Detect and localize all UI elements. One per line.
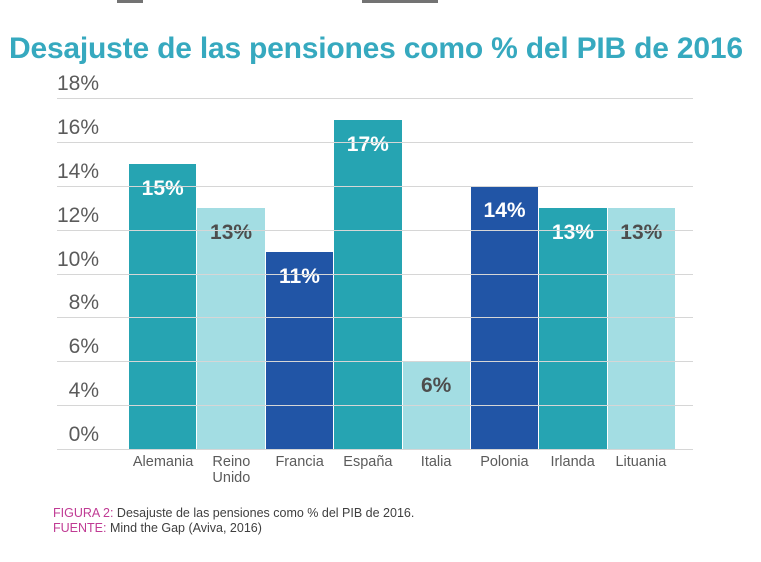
bar-value-label: 11% bbox=[279, 264, 320, 288]
gridline bbox=[57, 361, 693, 363]
source-label: FUENTE: bbox=[53, 521, 107, 535]
gridline bbox=[57, 273, 693, 275]
bar-value-label: 14% bbox=[483, 198, 526, 222]
caption-line-source: FUENTE: Mind the Gap (Aviva, 2016) bbox=[53, 521, 693, 536]
gridline bbox=[57, 185, 693, 187]
x-axis-label-reino-unido: Reino Unido bbox=[212, 454, 251, 486]
figure-label: FIGURA 2: bbox=[53, 506, 114, 520]
gridline bbox=[57, 317, 693, 319]
y-axis-tick-label: 12% bbox=[56, 203, 99, 227]
bar-irlanda: 13% bbox=[539, 207, 607, 449]
y-axis-tick-label: 4% bbox=[68, 379, 99, 403]
x-axis-label-polonia: Polonia bbox=[480, 454, 529, 470]
x-axis-label-alemania: Alemania bbox=[132, 454, 194, 470]
x-axis-label-italia: Italia bbox=[420, 454, 452, 470]
gridline bbox=[57, 405, 693, 407]
gridline bbox=[57, 229, 693, 231]
figure-caption: FIGURA 2: Desajuste de las pensiones com… bbox=[53, 506, 693, 536]
y-axis-tick-label: 8% bbox=[68, 291, 99, 315]
source-text: Mind the Gap (Aviva, 2016) bbox=[106, 521, 262, 535]
bar-alemania: 15% bbox=[129, 163, 197, 449]
gridline bbox=[57, 449, 693, 450]
cropped-text-artifact bbox=[117, 0, 143, 3]
bar-value-label: 17% bbox=[346, 132, 389, 156]
bar-reino-unido: 13% bbox=[197, 207, 265, 449]
bar-francia: 11% bbox=[265, 251, 334, 449]
x-axis-label-irlanda: Irlanda bbox=[550, 454, 595, 470]
gridline bbox=[57, 141, 693, 143]
bar-value-label: 13% bbox=[551, 220, 594, 244]
bar-lituania: 13% bbox=[607, 207, 675, 449]
x-axis-label-lituania: Lituania bbox=[615, 454, 667, 470]
x-axis-label-espana: España bbox=[343, 454, 393, 470]
cropped-text-artifact bbox=[362, 0, 438, 3]
y-axis-tick-label: 16% bbox=[56, 115, 99, 139]
chart-title: Desajuste de las pensiones como % del PI… bbox=[9, 32, 743, 66]
bar-polonia: 14% bbox=[470, 185, 539, 449]
y-axis-tick-label: 0% bbox=[68, 423, 99, 446]
bar-value-label: 13% bbox=[620, 220, 663, 244]
bars-container: 15% 13% 11% 17% 6% 14% 13% 13% bbox=[129, 98, 675, 449]
x-axis-label-francia: Francia bbox=[275, 454, 324, 470]
x-axis-labels: Alemania Reino Unido Francia España Italia Po… bbox=[129, 454, 675, 486]
bar-value-label: 6% bbox=[421, 374, 452, 398]
y-axis-tick-label: 14% bbox=[56, 159, 99, 183]
caption-line-figure: FIGURA 2: Desajuste de las pensiones com… bbox=[53, 506, 693, 521]
y-axis-tick-label: 6% bbox=[68, 335, 99, 359]
y-axis-tick-label: 10% bbox=[56, 247, 99, 271]
bar-value-label: 13% bbox=[210, 220, 253, 244]
bar-value-label: 15% bbox=[141, 176, 184, 200]
bar-chart-plot-area: 15% 13% 11% 17% 6% 14% 13% 13% 18% 16% 14% 12% 10% 8… bbox=[57, 72, 693, 450]
bar-italia: 6% bbox=[402, 361, 470, 449]
y-axis-tick-label: 18% bbox=[56, 72, 99, 95]
figure-text: Desajuste de las pensiones como % del PI… bbox=[113, 506, 415, 520]
bar-espana: 17% bbox=[334, 119, 402, 449]
gridline bbox=[57, 98, 693, 99]
